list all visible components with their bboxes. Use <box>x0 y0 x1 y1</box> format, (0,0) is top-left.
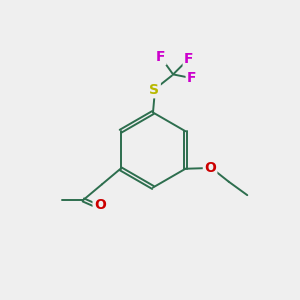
Text: F: F <box>156 50 165 64</box>
Text: O: O <box>204 161 216 175</box>
Text: F: F <box>184 52 194 66</box>
Text: F: F <box>187 71 196 85</box>
Text: O: O <box>94 198 106 212</box>
Text: S: S <box>149 83 160 97</box>
